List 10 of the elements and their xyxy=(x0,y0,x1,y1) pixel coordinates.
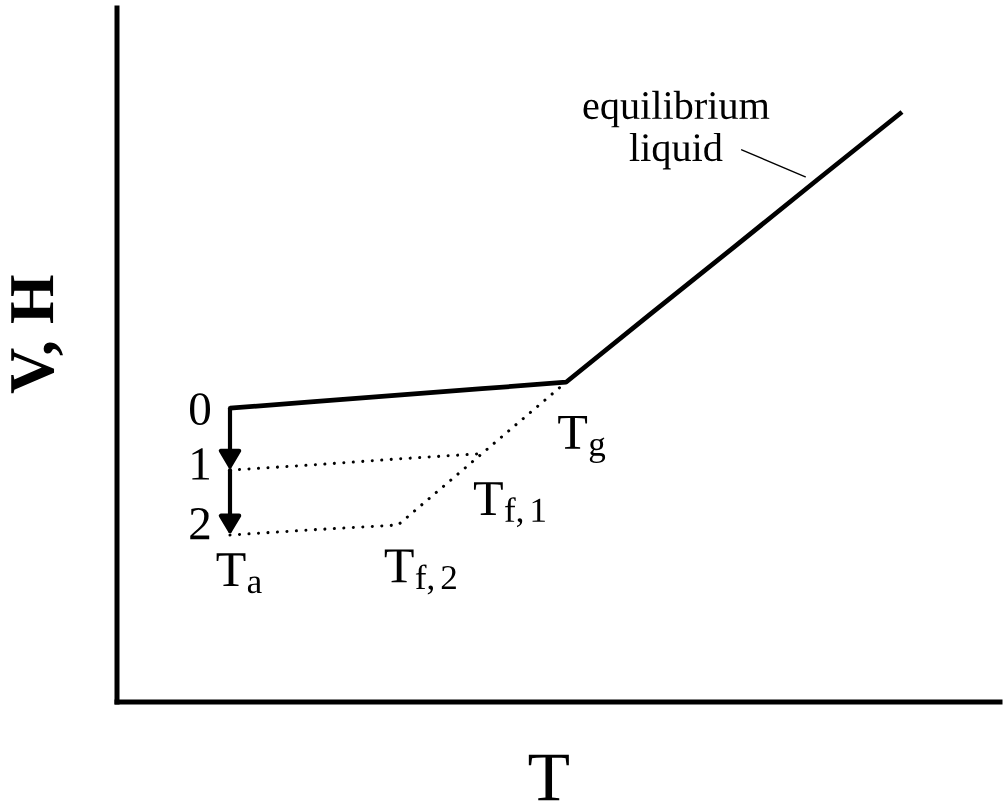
annotation: T$_{f,1}$ xyxy=(473,482,545,528)
annotation: T$_{f,2}$ xyxy=(384,549,456,595)
annotation: equilibrium liquid xyxy=(583,90,770,170)
annotation: T$_{g}$ xyxy=(558,415,606,464)
y-axis-title: V, H xyxy=(11,275,63,394)
annotation: 1 xyxy=(192,448,209,480)
annotation: T$_{a}$ xyxy=(216,553,262,594)
x-axis-title: T xyxy=(528,754,569,801)
annotation: 2 xyxy=(190,507,210,540)
annotation: 0 xyxy=(190,393,211,426)
